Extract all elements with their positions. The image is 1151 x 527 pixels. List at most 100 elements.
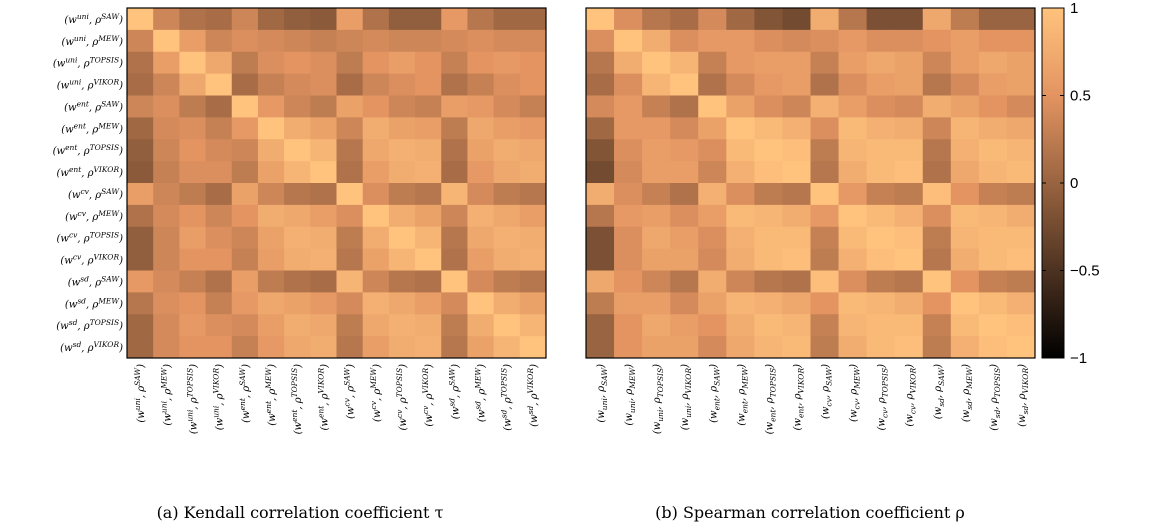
heatmap-cell	[698, 161, 727, 184]
heatmap-cell	[922, 139, 952, 162]
heatmap-cell	[614, 8, 643, 31]
heatmap-cell	[519, 51, 547, 75]
heatmap-cell	[866, 336, 896, 359]
heatmap-cell	[467, 95, 495, 118]
heatmap-cell	[493, 161, 521, 184]
heatmap-cell	[810, 336, 839, 359]
heatmap-cell	[493, 292, 521, 315]
heatmap-cell	[950, 226, 980, 250]
heatmap-cell	[670, 8, 699, 31]
heatmap-cell	[1006, 336, 1036, 359]
heatmap-cell	[642, 117, 671, 140]
heatmap-cell	[698, 139, 727, 162]
heatmap-cell	[1006, 29, 1036, 53]
heatmap-cell	[284, 204, 311, 228]
heatmap-cell	[231, 73, 259, 96]
heatmap-cell	[284, 95, 311, 118]
col-tick-label: (wcv, ρMEW)	[849, 364, 862, 422]
heatmap-cell	[415, 314, 442, 337]
heatmap-cell	[670, 336, 699, 359]
heatmap-cell	[754, 336, 783, 359]
heatmap-cell	[810, 248, 839, 271]
heatmap-cell	[205, 336, 233, 359]
heatmap-cell	[642, 8, 671, 31]
heatmap-cell	[179, 139, 206, 162]
heatmap-cell	[519, 95, 547, 118]
heatmap-cell	[493, 336, 521, 359]
heatmap-cell	[922, 183, 952, 206]
heatmap-cell	[670, 292, 699, 315]
heatmap-cell	[441, 139, 468, 162]
heatmap-cell	[493, 29, 521, 53]
heatmap-cell	[894, 29, 924, 53]
heatmap-cell	[467, 292, 495, 315]
heatmap-cell	[205, 161, 233, 184]
heatmap-cell	[866, 183, 896, 206]
heatmap-cell	[362, 139, 390, 162]
heatmap-cell	[179, 292, 206, 315]
heatmap-cell	[336, 292, 364, 315]
heatmap-cell	[257, 314, 285, 337]
heatmap-cell	[978, 73, 1008, 96]
heatmap-cell	[670, 73, 699, 96]
heatmap-cell	[362, 270, 390, 293]
heatmap-cell	[467, 161, 495, 184]
heatmap-cell	[127, 226, 154, 250]
heatmap-cell	[257, 270, 285, 293]
heatmap-cell	[894, 204, 924, 228]
heatmap-cell	[415, 117, 442, 140]
heatmap-cell	[894, 117, 924, 140]
heatmap-cell	[179, 161, 206, 184]
heatmap-cell	[441, 95, 468, 118]
heatmap-cell	[810, 95, 839, 118]
heatmap-cell	[388, 73, 416, 96]
heatmap-cell	[310, 73, 337, 96]
heatmap-cell	[231, 95, 259, 118]
heatmap-cell	[614, 51, 643, 75]
heatmap-cell	[179, 183, 206, 206]
heatmap-cell	[754, 8, 783, 31]
col-tick-label: (went, ρVIKOR)	[316, 364, 330, 431]
heatmap-cell	[231, 8, 259, 31]
heatmap-cell	[782, 204, 811, 228]
heatmap-cell	[1006, 139, 1036, 162]
heatmap-cell	[336, 314, 364, 337]
heatmap-cell	[866, 314, 896, 337]
heatmap-cell	[467, 248, 495, 271]
heatmap-cell	[493, 51, 521, 75]
heatmap-cell	[388, 51, 416, 75]
heatmap-cell	[614, 139, 643, 162]
heatmap-cell	[467, 73, 495, 96]
heatmap-cell	[388, 139, 416, 162]
heatmap-cell	[754, 139, 783, 162]
heatmap-cell	[467, 336, 495, 359]
heatmap-cell	[519, 204, 547, 228]
heatmap-cell	[257, 161, 285, 184]
heatmap-cell	[127, 270, 154, 293]
heatmap-cell	[441, 204, 468, 228]
heatmap-cell	[670, 314, 699, 337]
heatmap-cell	[415, 183, 442, 206]
heatmap-cell	[782, 161, 811, 184]
heatmap-cell	[698, 73, 727, 96]
heatmap-cell	[698, 204, 727, 228]
heatmap-cell	[441, 117, 468, 140]
heatmap-cell	[782, 73, 811, 96]
heatmap-cell	[257, 139, 285, 162]
heatmap-cell	[698, 226, 727, 250]
heatmap-cell	[231, 248, 259, 271]
heatmap-cell	[179, 73, 206, 96]
heatmap-cell	[284, 8, 311, 31]
heatmap-cell	[257, 95, 285, 118]
heatmap-cell	[614, 161, 643, 184]
heatmap-cell	[362, 29, 390, 53]
heatmap-cell	[838, 139, 868, 162]
heatmap-cell	[726, 139, 755, 162]
heatmap-cell	[866, 139, 896, 162]
col-tick-label: (went, ρMEW)	[736, 364, 749, 426]
heatmap-cell	[362, 161, 390, 184]
heatmap-cell	[642, 95, 671, 118]
heatmap-cell	[810, 314, 839, 337]
heatmap-cell	[284, 161, 311, 184]
heatmap-cell	[726, 226, 755, 250]
